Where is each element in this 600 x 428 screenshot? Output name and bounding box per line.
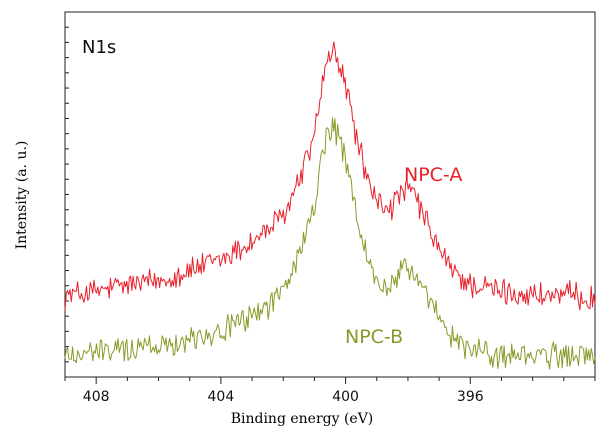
panel-label: N1s xyxy=(82,37,116,58)
series-label-npc-b: NPC-B xyxy=(345,326,403,348)
series-label-npc-a: NPC-A xyxy=(404,164,462,186)
x-axis-ticks: 408 404 400 396 xyxy=(64,377,596,405)
x-tick-label: 396 xyxy=(457,389,484,405)
x-axis-label: Binding energy (eV) xyxy=(231,411,374,427)
plot-frame xyxy=(64,11,596,378)
y-axis-label: Intensity (a. u.) xyxy=(14,141,30,250)
series-line-npc-a xyxy=(64,41,596,311)
x-tick-label: 404 xyxy=(208,389,235,405)
y-axis-minor-ticks xyxy=(65,26,69,363)
x-tick-label: 400 xyxy=(332,389,359,405)
series-line-npc-b xyxy=(64,117,596,370)
series-group xyxy=(64,41,596,370)
x-tick-label: 408 xyxy=(83,389,110,405)
